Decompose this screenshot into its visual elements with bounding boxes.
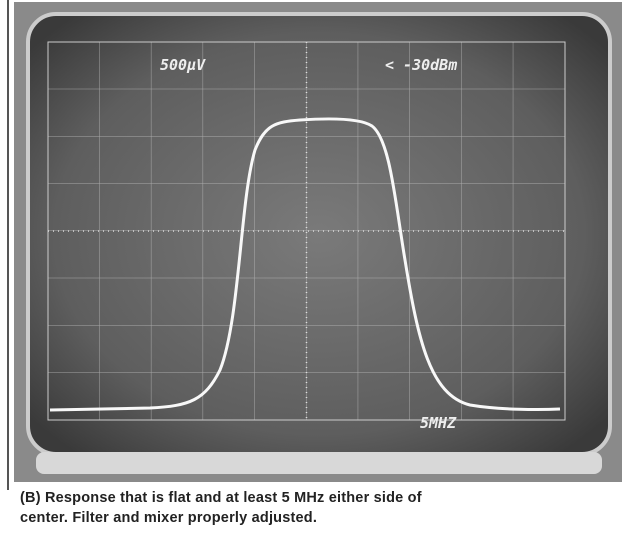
response-trace — [49, 117, 561, 412]
caption-line: (B) Response that is flat and at least 5… — [20, 490, 422, 506]
amplitude-label: 500µV — [160, 56, 206, 74]
graticule — [47, 41, 566, 421]
photo: 500µV < -30dBm 5MHZ — [7, 0, 622, 490]
caption-line: center. Filter and mixer properly adjust… — [20, 510, 318, 526]
reference-label: < -30dBm — [385, 56, 457, 74]
span-label: 5MHZ — [420, 414, 457, 432]
bezel-rim — [36, 452, 602, 474]
